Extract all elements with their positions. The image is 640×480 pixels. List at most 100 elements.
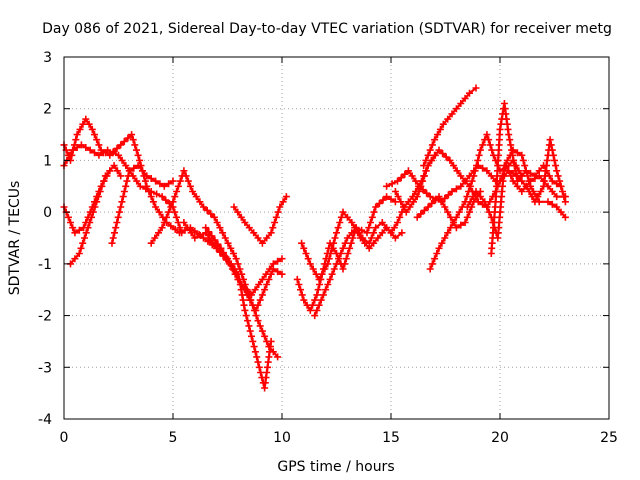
data-point-marker bbox=[118, 156, 126, 164]
data-point-marker bbox=[173, 188, 181, 195]
x-tick-label: 20 bbox=[491, 430, 509, 446]
data-point-marker bbox=[546, 136, 554, 144]
data-point-marker bbox=[113, 219, 121, 226]
data-point-marker bbox=[191, 234, 199, 242]
data-point-marker bbox=[457, 172, 465, 180]
data-point-marker bbox=[300, 244, 308, 252]
data-point-marker bbox=[424, 151, 432, 159]
data-point-marker bbox=[256, 322, 264, 330]
data-point-marker bbox=[422, 156, 430, 164]
data-point-marker bbox=[145, 188, 153, 195]
data-point-marker bbox=[64, 213, 72, 221]
data-point-marker bbox=[352, 224, 360, 232]
data-point-marker bbox=[537, 188, 545, 195]
data-point-marker bbox=[245, 224, 253, 232]
data-point-marker bbox=[117, 141, 125, 149]
data-point-marker bbox=[204, 237, 212, 245]
data-point-marker bbox=[487, 172, 495, 180]
data-point-marker bbox=[413, 193, 421, 201]
data-point-marker bbox=[363, 229, 371, 237]
data-point-marker bbox=[119, 193, 127, 201]
data-point-marker bbox=[383, 193, 391, 201]
data-point-marker bbox=[251, 286, 259, 294]
axis-ticks bbox=[63, 56, 610, 420]
data-point-marker bbox=[398, 229, 406, 237]
data-point-marker bbox=[176, 177, 184, 185]
data-point-marker bbox=[361, 239, 369, 247]
data-point-marker bbox=[441, 203, 449, 211]
data-point-marker bbox=[232, 255, 240, 263]
data-point-marker bbox=[152, 177, 160, 185]
data-point-marker bbox=[342, 255, 350, 263]
data-point-marker bbox=[365, 244, 373, 252]
data-point-marker bbox=[549, 151, 557, 159]
data-point-marker bbox=[500, 162, 508, 170]
y-tick-labels: -4 -3 -2 -1 0 1 2 3 bbox=[38, 50, 52, 428]
data-point-marker bbox=[557, 182, 565, 190]
data-point-marker bbox=[372, 224, 380, 232]
data-point-marker bbox=[561, 198, 569, 206]
data-point-marker bbox=[97, 146, 105, 154]
data-point-marker bbox=[254, 317, 262, 325]
data-point-marker bbox=[94, 193, 102, 201]
data-point-marker bbox=[446, 156, 454, 164]
data-point-marker bbox=[553, 203, 561, 211]
data-point-marker bbox=[313, 291, 321, 299]
data-point-marker bbox=[82, 144, 90, 151]
data-point-marker bbox=[77, 141, 85, 149]
data-point-marker bbox=[149, 198, 157, 206]
data-point-marker bbox=[375, 200, 383, 207]
data-point-marker bbox=[182, 172, 190, 180]
data-point-marker bbox=[396, 213, 404, 221]
data-point-marker bbox=[394, 177, 401, 185]
data-point-marker bbox=[365, 224, 373, 232]
data-point-marker bbox=[324, 281, 332, 288]
series-satellite-track-4 bbox=[67, 162, 125, 268]
data-point-marker bbox=[423, 189, 431, 197]
data-point-marker bbox=[133, 146, 140, 154]
y-tick-label: 0 bbox=[43, 205, 52, 221]
data-point-marker bbox=[455, 208, 463, 216]
data-point-marker bbox=[205, 228, 213, 236]
data-point-marker bbox=[341, 239, 349, 247]
data-point-marker bbox=[200, 203, 207, 211]
data-point-marker bbox=[322, 286, 330, 294]
data-point-marker bbox=[239, 296, 247, 304]
data-point-marker bbox=[481, 198, 489, 206]
data-point-marker bbox=[120, 188, 128, 195]
series-satellite-track-8 bbox=[202, 224, 286, 314]
data-point-marker bbox=[112, 224, 120, 232]
data-point-marker bbox=[163, 213, 170, 221]
data-point-marker bbox=[463, 193, 471, 201]
data-point-marker bbox=[250, 343, 258, 351]
data-point-marker bbox=[318, 270, 326, 278]
data-point-marker bbox=[192, 193, 200, 201]
data-point-marker bbox=[452, 185, 460, 193]
data-point-marker bbox=[470, 172, 478, 180]
data-point-marker bbox=[497, 120, 505, 128]
data-point-marker bbox=[531, 172, 539, 180]
data-point-marker bbox=[402, 208, 410, 216]
data-point-marker bbox=[511, 162, 518, 170]
data-point-marker bbox=[143, 172, 151, 180]
data-point-marker bbox=[311, 296, 319, 304]
data-point-marker bbox=[426, 265, 434, 273]
data-point-marker bbox=[503, 156, 511, 164]
data-point-marker bbox=[293, 275, 301, 283]
data-point-marker bbox=[328, 244, 336, 252]
y-axis-label: SDTVAR / TECUs bbox=[7, 181, 23, 296]
data-point-marker bbox=[300, 296, 308, 304]
data-point-marker bbox=[129, 136, 137, 144]
data-point-marker bbox=[136, 182, 144, 190]
data-point-marker bbox=[335, 255, 343, 263]
data-point-marker bbox=[438, 239, 446, 247]
data-point-marker bbox=[71, 229, 79, 237]
data-point-marker bbox=[309, 301, 316, 309]
data-point-marker bbox=[95, 151, 103, 159]
data-point-marker bbox=[417, 210, 425, 218]
data-point-marker bbox=[466, 182, 474, 190]
data-point-marker bbox=[118, 198, 126, 206]
data-point-marker bbox=[372, 203, 380, 211]
data-point-marker bbox=[75, 226, 83, 234]
